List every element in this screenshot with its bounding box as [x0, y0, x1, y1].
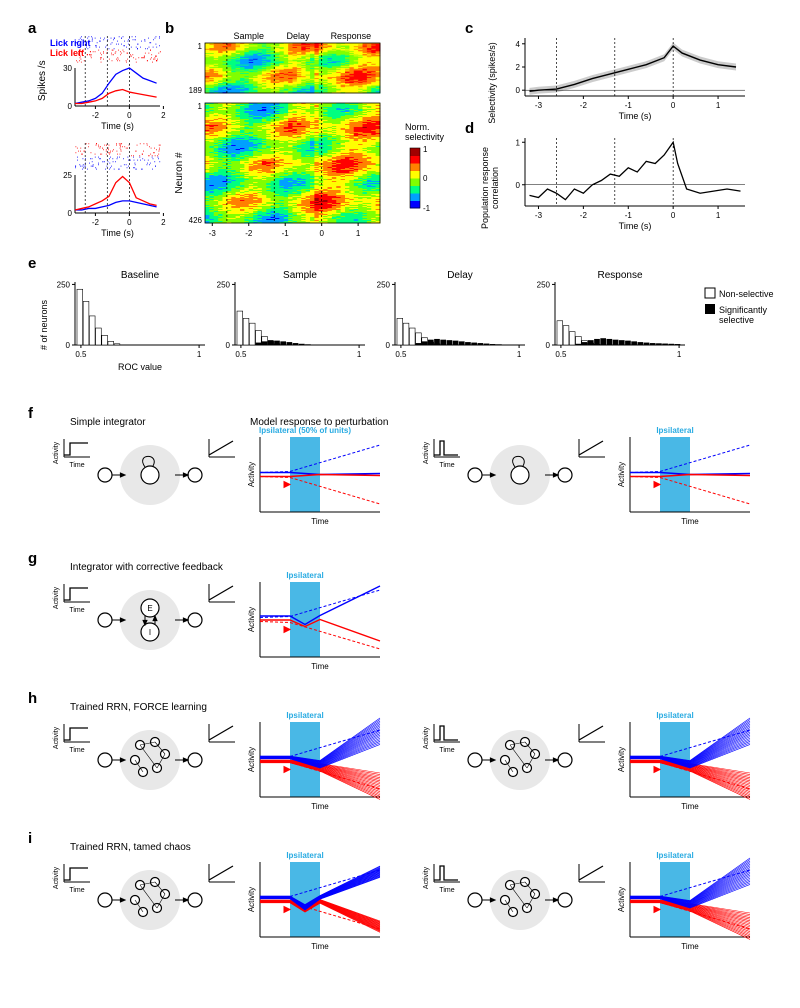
svg-text:Spikes /s: Spikes /s	[37, 60, 48, 101]
panel-e: Baseline0.510250# of neuronsROC valueSam…	[35, 270, 775, 390]
svg-text:30: 30	[63, 64, 72, 73]
panel-a: Lick rightLick left 0 30 Spikes /s -2 0 2 Time …	[35, 28, 170, 248]
svg-text:Lick right: Lick right	[50, 38, 91, 48]
label-i: i	[28, 830, 32, 847]
svg-text:Time (s): Time (s)	[101, 228, 134, 238]
label-f: f	[28, 405, 33, 422]
panel-d: -3-2-10101Population responsecorrelation…	[480, 128, 770, 238]
svg-text:Time (s): Time (s)	[101, 121, 134, 131]
panel-h: Trained RRN, FORCE learningActivityTimeI…	[35, 700, 775, 830]
panel-g: Integrator with corrective feedbackActiv…	[35, 560, 775, 690]
svg-text:Lick left: Lick left	[50, 48, 84, 58]
svg-text:2: 2	[161, 111, 166, 120]
panel-i: Trained RRN, tamed chaosActivityTimeIpsi…	[35, 840, 775, 980]
svg-text:25: 25	[63, 171, 72, 180]
svg-text:0: 0	[127, 218, 132, 227]
svg-text:-2: -2	[92, 111, 100, 120]
figure: a b c d e f g h i Lick rightLick left030…	[20, 20, 780, 988]
svg-text:-2: -2	[92, 218, 100, 227]
panel-f: Simple integratorModel response to pertu…	[35, 415, 775, 550]
svg-text:0: 0	[68, 209, 73, 218]
svg-text:0: 0	[127, 111, 132, 120]
panel-c: -3-2-101024Selectivity (spikes/s)Time (s…	[480, 28, 770, 123]
svg-text:0: 0	[68, 102, 73, 111]
panel-b: SampleDelayResponse11891426Neuron #-3-2-…	[170, 28, 470, 253]
svg-text:2: 2	[161, 218, 166, 227]
